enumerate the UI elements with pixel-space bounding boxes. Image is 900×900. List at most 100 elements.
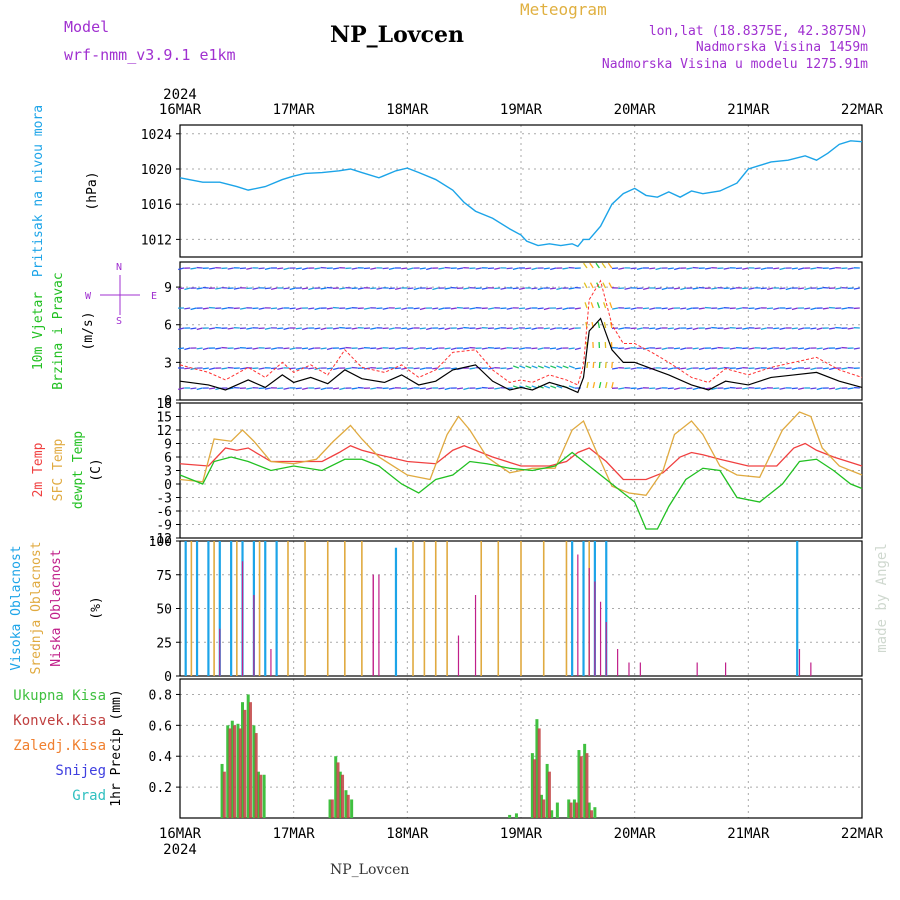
- wind-barb: [604, 382, 608, 389]
- wind-barb: [289, 287, 296, 291]
- wind-barb: [419, 367, 426, 370]
- wind-barb: [177, 287, 185, 290]
- wind-barb: [754, 267, 761, 270]
- wind-barb: [426, 327, 433, 331]
- wind-barb: [531, 365, 538, 369]
- wind-barb: [500, 287, 507, 290]
- precip-bar: [508, 814, 512, 818]
- wind-barb: [270, 367, 278, 370]
- cloud-bar: [696, 662, 698, 676]
- wind-barb: [233, 287, 240, 290]
- wind-barb: [556, 385, 563, 389]
- y-tick-label: 6: [164, 319, 172, 334]
- wind-barb: [779, 287, 786, 290]
- cloud-high-label: Visoka Oblacnost: [9, 545, 24, 670]
- wind-barb: [413, 367, 420, 370]
- wind-barb: [791, 267, 798, 270]
- precip-bar: [572, 799, 576, 818]
- wind-barb: [562, 327, 569, 330]
- sfc-label: SFC Temp: [51, 439, 66, 502]
- wind-barb: [636, 347, 643, 350]
- wind-barb: [816, 287, 823, 290]
- compass-n: N: [116, 262, 122, 273]
- wind-barb: [481, 347, 488, 350]
- cloud-bar: [434, 541, 437, 676]
- wind-barb: [388, 267, 395, 270]
- precip-bar: [550, 810, 554, 818]
- wind-barb: [419, 267, 426, 270]
- cloud-bar: [617, 649, 619, 676]
- wind-barb: [258, 367, 265, 370]
- wind-barb: [289, 307, 296, 310]
- wind-barb: [835, 287, 842, 290]
- wind-barb: [295, 327, 302, 330]
- y-tick-label: 6: [164, 451, 172, 466]
- wind-barb: [742, 327, 749, 330]
- y-tick-label: 3: [164, 356, 172, 371]
- wind-barb: [711, 387, 718, 391]
- y-tick-label: 100: [149, 535, 172, 550]
- wind-barb: [239, 307, 247, 310]
- wind-barb: [686, 327, 693, 330]
- wind-barb: [661, 287, 668, 291]
- wind-barb: [487, 367, 495, 370]
- wind-barb: [595, 262, 600, 269]
- wind-barb: [302, 387, 309, 390]
- wind-barb: [624, 347, 631, 350]
- wind-barb: [432, 287, 439, 291]
- wind-barb: [518, 347, 526, 350]
- precip-legend-item: Konvek.Kisa: [13, 713, 106, 729]
- cloud-bar: [594, 581, 596, 676]
- wind-barb: [692, 327, 699, 331]
- wind-barb: [618, 287, 625, 290]
- cloud-bar: [207, 541, 210, 676]
- wind-barb: [537, 385, 544, 389]
- wind-barb: [841, 367, 848, 370]
- precip-bar: [539, 794, 543, 818]
- precip-panel-frame: [179, 678, 863, 819]
- wind-barb: [438, 307, 445, 311]
- wind-barb: [760, 287, 767, 290]
- wind-barb: [475, 267, 482, 270]
- pressure-label: Pritisak na nivou mora: [31, 105, 46, 277]
- precip-bar: [587, 802, 591, 818]
- wind-barb: [308, 367, 315, 370]
- y-tick-label: 12: [156, 424, 172, 439]
- pressure-panel-frame: [179, 124, 863, 258]
- wind-barb: [543, 385, 551, 389]
- wind-barb: [283, 267, 290, 271]
- wind-barb: [202, 367, 209, 370]
- cloud-bar: [184, 541, 187, 676]
- cloud-bar: [605, 622, 607, 676]
- wind-barb: [798, 387, 805, 390]
- temp-unit: (C): [89, 458, 104, 481]
- wind-barb: [370, 327, 377, 330]
- wind-barb: [512, 347, 519, 350]
- wind-barb: [438, 367, 445, 371]
- wind-barb: [487, 267, 495, 270]
- wind-barb: [785, 307, 792, 310]
- wind-barb: [704, 327, 712, 330]
- wind-barb: [221, 367, 228, 370]
- y-tick-label: 15: [156, 411, 172, 426]
- wind-barb: [773, 267, 780, 270]
- wind-barb: [611, 361, 613, 369]
- wind-barb: [723, 327, 730, 330]
- year-bottom: 2024: [163, 842, 197, 858]
- wind-barb: [608, 282, 613, 289]
- wind-barb: [804, 347, 811, 351]
- wind-barb: [289, 347, 296, 350]
- wind-barb: [469, 367, 476, 370]
- wind-barb: [636, 267, 643, 270]
- wind-barb: [388, 387, 395, 390]
- compass-s: S: [116, 316, 122, 327]
- wind-barb: [202, 347, 209, 351]
- cloud-bar: [565, 541, 568, 676]
- wind-barb: [735, 267, 743, 270]
- wind-barb: [388, 347, 395, 350]
- cloud-bar: [423, 541, 426, 676]
- wind-barb: [196, 387, 203, 391]
- wind-barb: [791, 387, 798, 390]
- wind-barb: [407, 267, 414, 271]
- cloud-unit: (%): [89, 596, 104, 619]
